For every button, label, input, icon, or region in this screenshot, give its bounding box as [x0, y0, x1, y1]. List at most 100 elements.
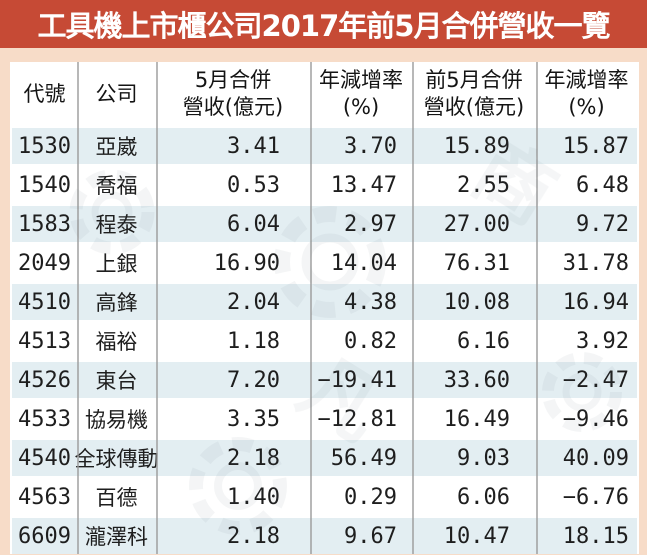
cell-yoy-may: 9.67 [344, 523, 397, 549]
cell-yoy-may: −12.81 [317, 406, 397, 432]
cell-ytd-revenue: 10.08 [443, 289, 510, 315]
table-row: 4513 福裕 1.18 0.82 6.16 3.92 [12, 323, 637, 359]
cell-code: 4540 [18, 445, 71, 471]
cell-ytd-revenue: 2.55 [457, 172, 510, 198]
cell-ytd-revenue: 27.00 [443, 211, 510, 237]
column-header-yoy-may: 年減增率 (%) [310, 62, 412, 126]
cell-company: 百德 [95, 486, 138, 510]
cell-may-revenue: 3.35 [227, 406, 280, 432]
cell-may-revenue: 6.04 [227, 211, 280, 237]
cell-ytd-revenue: 33.60 [443, 367, 510, 393]
column-label: 代號 [23, 81, 66, 106]
cell-may-revenue: 3.41 [227, 133, 280, 159]
cell-code: 1583 [18, 211, 71, 237]
column-label-line2: (%) [342, 95, 380, 119]
cell-ytd-revenue: 10.47 [443, 523, 510, 549]
column-divider [310, 62, 312, 554]
column-label: 公司 [95, 81, 138, 106]
cell-may-revenue: 0.53 [227, 172, 280, 198]
column-label-line2: 營收(億元) [423, 95, 525, 119]
cell-ytd-revenue: 6.06 [457, 484, 510, 510]
cell-yoy-may: −19.41 [317, 367, 397, 393]
table-row: 6609 瀧澤科 2.18 9.67 10.47 18.15 [12, 518, 637, 554]
table-row: 4510 高鋒 2.04 4.38 10.08 16.94 [12, 284, 637, 320]
column-header-yoy-ytd: 年減增率 (%) [536, 62, 637, 126]
table-header-row: 代號 公司 5月合併 營收(億元) 年減增率 (%) 前5月合併 營收(億元) … [12, 62, 637, 126]
cell-yoy-ytd: 9.72 [576, 211, 629, 237]
column-label-line2: (%) [568, 95, 605, 119]
cell-company: 東台 [95, 369, 138, 393]
cell-company: 程泰 [95, 213, 138, 237]
cell-company: 瀧澤科 [85, 525, 148, 549]
table-row: 4563 百德 1.40 0.29 6.06 −6.76 [12, 479, 637, 515]
cell-company: 協易機 [85, 408, 148, 432]
table-row: 1530 亞崴 3.41 3.70 15.89 15.87 [12, 128, 637, 164]
cell-may-revenue: 1.18 [227, 328, 280, 354]
cell-yoy-ytd: 15.87 [562, 133, 629, 159]
cell-yoy-may: 13.47 [330, 172, 397, 198]
cell-company: 上銀 [95, 252, 138, 276]
cell-may-revenue: 7.20 [227, 367, 280, 393]
cell-yoy-may: 0.82 [344, 328, 397, 354]
cell-may-revenue: 16.90 [213, 250, 280, 276]
cell-yoy-may: 56.49 [330, 445, 397, 471]
column-header-may-revenue: 5月合併 營收(億元) [156, 62, 310, 126]
column-label: 年減增率 [544, 68, 629, 92]
cell-yoy-ytd: 31.78 [562, 250, 629, 276]
cell-ytd-revenue: 76.31 [443, 250, 510, 276]
column-divider [156, 62, 158, 554]
cell-code: 4533 [18, 406, 71, 432]
cell-company: 亞崴 [95, 135, 138, 159]
cell-yoy-may: 4.38 [344, 289, 397, 315]
column-label: 前5月合併 [425, 68, 523, 92]
cell-yoy-ytd: −9.46 [562, 406, 629, 432]
cell-ytd-revenue: 6.16 [457, 328, 510, 354]
column-label: 年減增率 [319, 68, 403, 92]
cell-code: 6609 [18, 523, 71, 549]
cell-may-revenue: 2.04 [227, 289, 280, 315]
cell-yoy-ytd: 6.48 [576, 172, 629, 198]
page-title: 工具機上市櫃公司2017年前5月合併營收一覽 [37, 9, 611, 43]
cell-ytd-revenue: 15.89 [443, 133, 510, 159]
column-header-company: 公司 [77, 62, 156, 126]
cell-may-revenue: 2.18 [227, 523, 280, 549]
column-header-code: 代號 [12, 62, 77, 126]
table-row: 4526 東台 7.20 −19.41 33.60 −2.47 [12, 362, 637, 398]
table-row: 4533 協易機 3.35 −12.81 16.49 −9.46 [12, 401, 637, 437]
cell-code: 4513 [18, 328, 71, 354]
cell-ytd-revenue: 9.03 [457, 445, 510, 471]
cell-company: 高鋒 [95, 291, 138, 315]
cell-yoy-ytd: 18.15 [562, 523, 629, 549]
cell-yoy-ytd: 16.94 [562, 289, 629, 315]
cell-code: 4526 [18, 367, 71, 393]
cell-yoy-may: 2.97 [344, 211, 397, 237]
cell-company: 全球傳動 [74, 447, 159, 471]
cell-code: 1530 [18, 133, 71, 159]
cell-yoy-may: 0.29 [344, 484, 397, 510]
column-label: 5月合併 [194, 68, 272, 92]
table-row: 1540 喬福 0.53 13.47 2.55 6.48 [12, 167, 637, 203]
column-header-ytd-revenue: 前5月合併 營收(億元) [412, 62, 536, 126]
cell-yoy-ytd: 40.09 [562, 445, 629, 471]
table-body: 1530 亞崴 3.41 3.70 15.89 15.87 1540 喬福 0.53 13.47 2… [12, 128, 637, 554]
column-divider [77, 62, 79, 554]
column-divider [412, 62, 414, 554]
column-label-line2: 營收(億元) [182, 95, 284, 119]
cell-code: 1540 [18, 172, 71, 198]
column-divider [536, 62, 538, 554]
table-row: 2049 上銀 16.90 14.04 76.31 31.78 [12, 245, 637, 281]
cell-yoy-may: 3.70 [344, 133, 397, 159]
revenue-table: 代號 公司 5月合併 營收(億元) 年減增率 (%) 前5月合併 營收(億元) … [10, 62, 639, 554]
cell-yoy-ytd: −6.76 [562, 484, 629, 510]
table-row: 1583 程泰 6.04 2.97 27.00 9.72 [12, 206, 637, 242]
title-bar: 工具機上市櫃公司2017年前5月合併營收一覽 [0, 0, 647, 48]
cell-company: 喬福 [95, 174, 138, 198]
cell-yoy-ytd: 3.92 [576, 328, 629, 354]
cell-company: 福裕 [95, 330, 138, 354]
cell-may-revenue: 1.40 [227, 484, 280, 510]
cell-yoy-ytd: −2.47 [562, 367, 629, 393]
cell-code: 2049 [18, 250, 71, 276]
cell-code: 4563 [18, 484, 71, 510]
cell-yoy-may: 14.04 [330, 250, 397, 276]
